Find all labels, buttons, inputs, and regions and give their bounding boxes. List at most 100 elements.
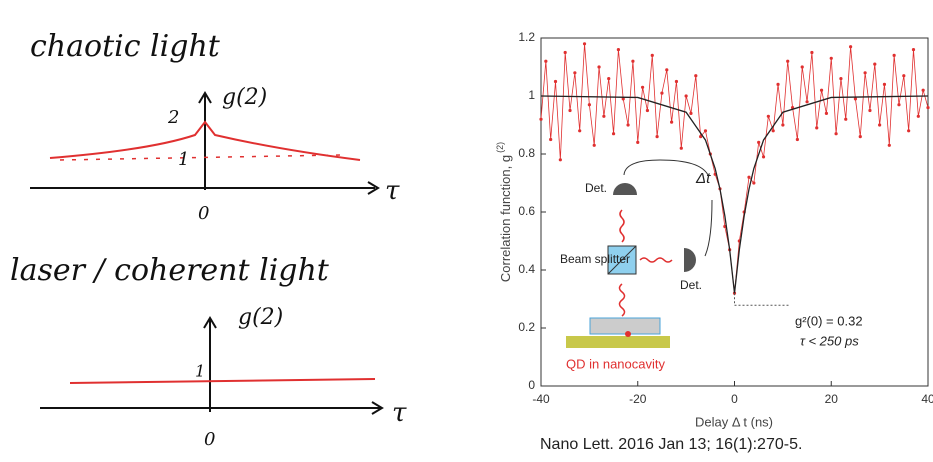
data-point — [752, 181, 756, 185]
notes: chaotic light g(2) 2 1 0 τ laser / coher… — [10, 29, 407, 450]
photon — [618, 283, 626, 317]
data-point — [844, 117, 848, 121]
y-tick-label: 0 — [528, 378, 535, 392]
data-point — [689, 111, 693, 115]
data-point — [892, 53, 896, 58]
data-point — [616, 48, 621, 52]
data-point — [703, 129, 708, 133]
note-label: g(2) — [238, 305, 283, 330]
data-point — [873, 62, 877, 66]
note-label: 0 — [204, 429, 215, 450]
data-point — [921, 88, 925, 92]
note-label: 0 — [198, 203, 209, 224]
photon — [619, 209, 625, 243]
data-point — [636, 140, 640, 144]
detector — [613, 183, 637, 195]
y-axis-label-sup: (2) — [495, 142, 505, 153]
inset-label: QD in nanocavity — [566, 356, 665, 371]
connector — [623, 159, 709, 176]
data-point — [645, 108, 650, 113]
data-point — [558, 158, 562, 162]
x-axis-label: Delay Δ t (ns) — [695, 414, 773, 429]
data-point — [815, 126, 819, 130]
photon — [639, 257, 673, 263]
y-tick-label: 0.8 — [518, 146, 535, 160]
note-title: chaotic light — [30, 29, 221, 64]
data-point — [607, 77, 611, 81]
data-point — [849, 45, 853, 49]
x-tick-label: 40 — [921, 392, 933, 406]
beam-splitter-line — [607, 245, 637, 275]
arrow — [367, 181, 380, 195]
data-point — [684, 94, 688, 98]
data-point — [582, 42, 587, 46]
connector — [704, 199, 713, 257]
y-tick-label: 0.2 — [518, 320, 535, 334]
annotation: τ < 250 ps — [800, 333, 859, 348]
curve — [69, 378, 376, 384]
data-point — [911, 48, 916, 52]
note-label: g(2) — [222, 85, 267, 110]
data-point — [747, 175, 751, 179]
inset-label: Det. — [680, 278, 702, 292]
data-point — [563, 50, 567, 55]
data-point — [592, 143, 596, 147]
data-point — [578, 129, 582, 133]
data-point — [858, 135, 862, 139]
data-point — [766, 114, 770, 118]
data-point — [805, 100, 809, 104]
x-tick-label: -20 — [629, 392, 647, 406]
citation: Nano Lett. 2016 Jan 13; 16(1):270-5. — [540, 436, 802, 453]
data-point — [916, 114, 920, 118]
inset-label: Det. — [585, 181, 607, 195]
data-point — [839, 77, 843, 81]
data-point — [660, 91, 664, 95]
data-point — [786, 59, 790, 63]
y-tick-label: 0.6 — [518, 204, 535, 218]
data-point — [829, 56, 833, 60]
data-point — [781, 123, 785, 127]
data-point — [863, 71, 867, 75]
data-point — [868, 108, 872, 113]
cavity — [589, 317, 661, 335]
data-point — [757, 140, 761, 144]
inset: Det. Δt Beam splitter Det. QD in nanocav… — [560, 159, 713, 371]
data-point — [640, 85, 645, 89]
data-point — [699, 135, 703, 139]
data-point — [674, 79, 679, 84]
data-point — [761, 155, 766, 159]
data-point — [679, 146, 683, 150]
data-point — [810, 50, 814, 55]
data-point — [621, 97, 625, 101]
data-point — [573, 71, 577, 75]
curve — [49, 120, 361, 161]
y-tick-label: 0.4 — [518, 262, 535, 276]
data-point — [771, 129, 775, 133]
chart: Correlation function, g (2) Delay Δ t (ns… — [495, 30, 933, 453]
data-point — [568, 108, 572, 113]
data-point — [887, 143, 891, 147]
annotation-pointer — [734, 293, 790, 306]
data-point — [907, 129, 911, 133]
data-point — [776, 82, 780, 86]
arrow — [371, 401, 384, 415]
x-tick-label: -40 — [532, 392, 550, 406]
annotation: g²(0) = 0.32 — [795, 313, 863, 328]
data-point — [694, 74, 698, 78]
data-point — [834, 132, 838, 136]
substrate — [566, 336, 670, 348]
data-point — [631, 59, 635, 63]
y-tick-label: 1.2 — [518, 30, 535, 44]
data-point — [549, 137, 553, 142]
arrow — [203, 316, 217, 329]
data-point — [878, 123, 882, 127]
data-point — [819, 88, 824, 92]
note-title: laser / coherent light — [10, 253, 330, 288]
data-point — [670, 120, 674, 124]
note-label: 1 — [178, 149, 189, 170]
y-tick-label: 1 — [528, 88, 535, 102]
data-point — [597, 65, 601, 69]
data-point — [902, 74, 906, 78]
note-label: 1 — [195, 362, 205, 381]
